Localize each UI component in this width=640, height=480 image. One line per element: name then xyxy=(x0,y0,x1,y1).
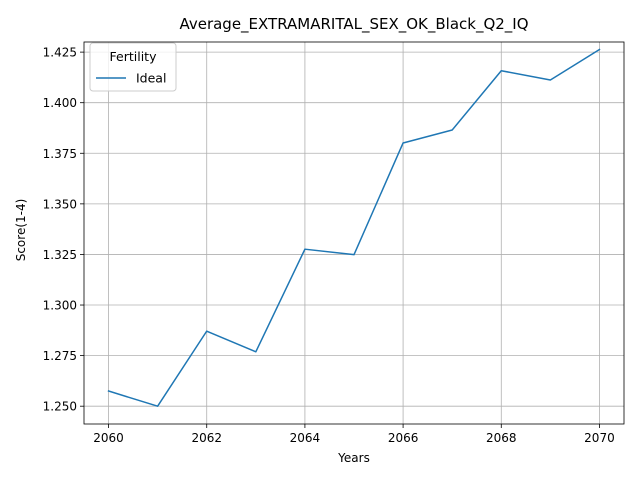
x-ticks: 2060 2062 2064 2066 2068 2070 xyxy=(93,424,615,445)
y-tick-label: 1.425 xyxy=(43,46,77,60)
y-tick-label: 1.325 xyxy=(43,248,77,262)
legend-title: Fertility xyxy=(110,49,158,64)
x-axis-label: Years xyxy=(337,451,370,465)
x-tick-label: 2070 xyxy=(584,431,615,445)
series-layer xyxy=(107,48,601,407)
x-tick-label: 2066 xyxy=(388,431,419,445)
chart-title: Average_EXTRAMARITAL_SEX_OK_Black_Q2_IQ xyxy=(179,15,528,34)
legend-label-ideal: Ideal xyxy=(136,71,166,86)
y-tick-label: 1.300 xyxy=(43,299,77,313)
x-tick-label: 2064 xyxy=(290,431,321,445)
y-tick-label: 1.250 xyxy=(43,400,77,414)
y-tick-label: 1.350 xyxy=(43,197,77,211)
x-tick-label: 2062 xyxy=(191,431,222,445)
axes xyxy=(83,41,625,425)
y-tick-label: 1.375 xyxy=(43,147,77,161)
plot-frame xyxy=(83,41,625,425)
x-tick-label: 2068 xyxy=(486,431,517,445)
x-tick-label: 2060 xyxy=(93,431,124,445)
y-tick-label: 1.275 xyxy=(43,349,77,363)
y-axis-label: Score(1-4) xyxy=(14,199,28,262)
legend: Fertility Ideal xyxy=(89,42,177,92)
y-ticks: 1.250 1.275 1.300 1.325 1.350 1.375 1.400 1.425 xyxy=(43,46,84,414)
legend-frame xyxy=(89,42,177,92)
y-tick-label: 1.400 xyxy=(43,96,77,110)
series-line-ideal xyxy=(107,48,601,407)
